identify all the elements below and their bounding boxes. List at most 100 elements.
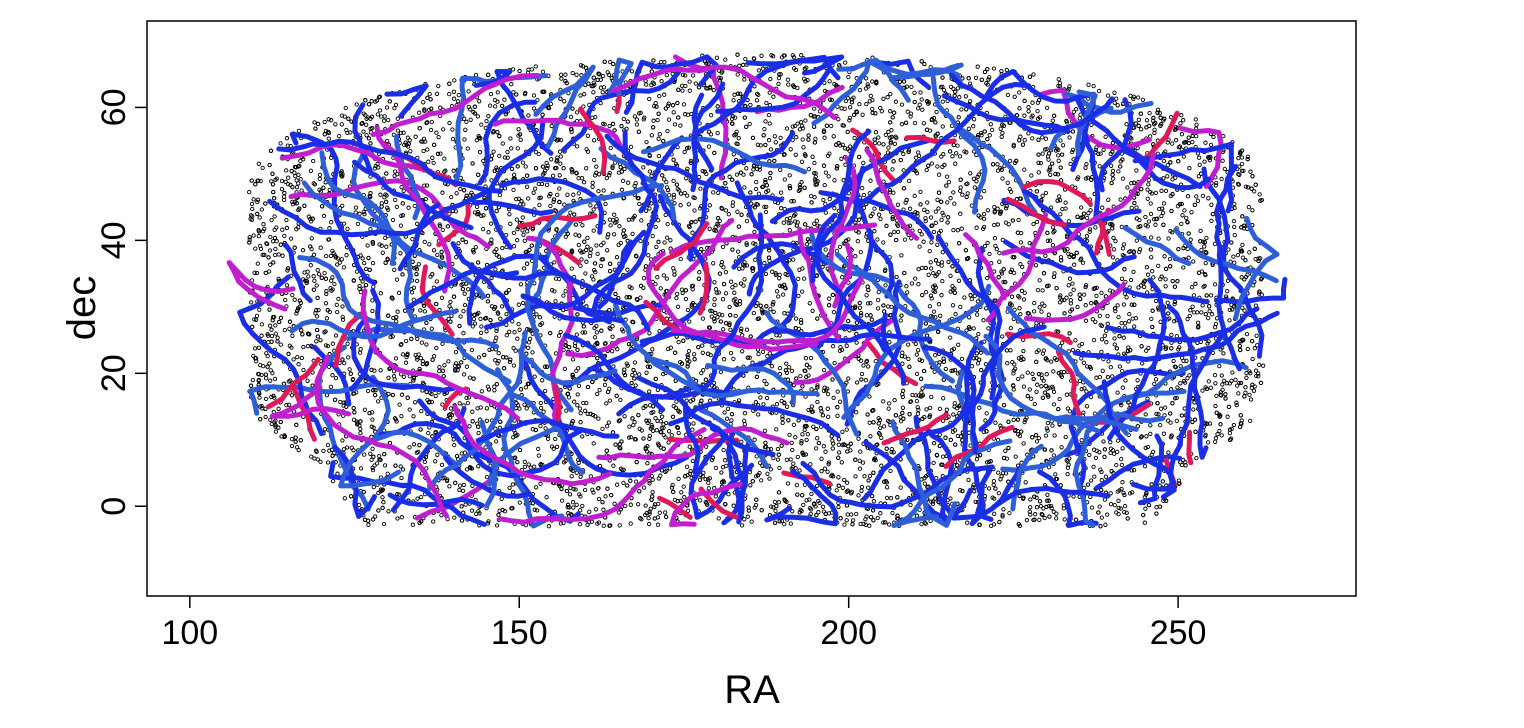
data-point	[622, 166, 627, 172]
data-point	[574, 470, 579, 475]
data-point	[699, 370, 704, 376]
data-point	[680, 72, 686, 78]
data-point	[721, 357, 727, 362]
data-point	[1053, 148, 1059, 153]
data-point	[1037, 305, 1042, 310]
data-point	[608, 59, 613, 65]
data-point	[688, 468, 693, 474]
data-point	[923, 521, 928, 526]
data-point	[466, 395, 472, 400]
data-point	[540, 172, 546, 177]
data-point	[562, 99, 567, 104]
data-point	[1091, 337, 1097, 343]
data-point	[1102, 333, 1108, 338]
data-point	[495, 90, 500, 95]
data-point	[819, 456, 824, 461]
data-point	[836, 504, 841, 510]
data-point	[453, 349, 459, 355]
data-point	[502, 155, 508, 160]
data-point	[865, 301, 871, 306]
data-point	[1149, 316, 1154, 322]
data-point	[847, 105, 853, 110]
data-point	[772, 499, 778, 505]
data-point	[571, 486, 576, 492]
data-point	[984, 411, 989, 416]
data-point	[835, 413, 840, 419]
data-point	[1045, 492, 1050, 497]
data-point	[1233, 377, 1238, 383]
data-point	[758, 395, 763, 400]
data-point	[720, 297, 726, 302]
data-point	[937, 406, 943, 412]
data-point	[1048, 503, 1054, 509]
data-point	[422, 239, 427, 245]
data-point	[593, 269, 598, 275]
data-point	[985, 240, 990, 246]
data-point	[1129, 181, 1134, 186]
data-point	[1131, 468, 1137, 473]
data-point	[399, 184, 404, 190]
data-point	[1093, 319, 1098, 324]
data-point	[774, 289, 780, 294]
data-point	[575, 403, 580, 408]
data-point	[621, 116, 626, 122]
data-point	[1184, 358, 1189, 363]
data-point	[754, 179, 759, 185]
data-point	[844, 480, 850, 485]
data-point	[561, 293, 566, 298]
data-point	[522, 459, 527, 465]
data-point	[1005, 361, 1010, 366]
data-point	[924, 407, 929, 412]
data-point	[400, 467, 406, 472]
data-point	[1080, 260, 1086, 265]
data-point	[388, 334, 393, 340]
data-point	[1058, 293, 1063, 298]
data-point	[325, 460, 331, 465]
data-point	[1181, 154, 1187, 159]
data-point	[1031, 72, 1036, 77]
data-point	[318, 459, 323, 465]
data-point	[651, 118, 656, 123]
data-point	[647, 169, 653, 174]
data-point	[553, 436, 558, 442]
data-point	[681, 102, 687, 107]
data-point	[759, 53, 764, 58]
data-point	[836, 117, 841, 122]
data-point	[799, 159, 805, 164]
data-point	[628, 502, 633, 507]
data-point	[429, 399, 435, 405]
data-point	[662, 240, 667, 245]
data-point	[1079, 356, 1084, 361]
data-point	[1239, 161, 1245, 167]
data-point	[358, 466, 364, 471]
data-point	[252, 346, 258, 351]
data-point	[283, 297, 288, 303]
data-point	[512, 330, 517, 335]
data-point	[921, 121, 927, 126]
data-point	[1148, 235, 1154, 240]
data-point	[780, 416, 785, 422]
data-point	[665, 103, 671, 108]
data-point	[975, 64, 980, 69]
data-point	[995, 206, 1000, 211]
data-point	[329, 118, 334, 123]
data-point	[1103, 474, 1109, 479]
data-point	[553, 299, 558, 304]
data-point	[931, 460, 936, 466]
data-point	[585, 133, 591, 138]
data-point	[1170, 141, 1175, 146]
data-point	[857, 88, 863, 93]
data-point	[964, 328, 969, 333]
data-point	[1062, 297, 1067, 303]
data-point	[933, 209, 938, 214]
data-point	[881, 96, 886, 101]
data-point	[812, 160, 817, 166]
data-point	[858, 249, 863, 255]
data-point	[538, 400, 543, 406]
data-point	[992, 511, 997, 516]
data-point	[907, 206, 913, 211]
data-point	[1084, 234, 1090, 239]
data-point	[933, 220, 938, 226]
data-point	[758, 143, 763, 148]
data-point	[1052, 433, 1057, 438]
